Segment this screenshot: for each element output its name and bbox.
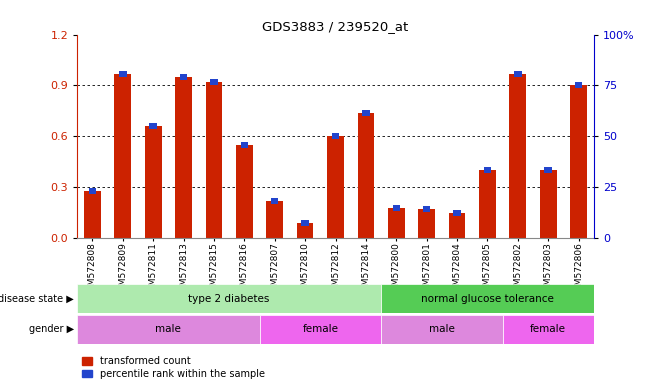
Bar [575, 83, 582, 88]
Bar [77, 284, 381, 313]
Bar [180, 74, 187, 80]
Bar [175, 77, 192, 238]
Bar [266, 201, 283, 238]
Bar [514, 71, 521, 76]
Bar [297, 223, 313, 238]
Bar [358, 113, 374, 238]
Bar [362, 109, 370, 116]
Title: GDS3883 / 239520_at: GDS3883 / 239520_at [262, 20, 409, 33]
Text: type 2 diabetes: type 2 diabetes [189, 293, 270, 304]
Bar [503, 315, 594, 344]
Bar [381, 284, 594, 313]
Bar [479, 170, 496, 238]
Bar [418, 209, 435, 238]
Bar [236, 145, 253, 238]
Bar [89, 188, 96, 194]
Bar [119, 71, 127, 76]
Bar [150, 123, 157, 129]
Bar [454, 210, 461, 215]
Text: male: male [156, 324, 181, 334]
Bar [388, 207, 405, 238]
Bar [84, 190, 101, 238]
Text: normal glucose tolerance: normal glucose tolerance [421, 293, 554, 304]
Bar [260, 315, 381, 344]
Bar [484, 167, 491, 173]
Bar [423, 206, 430, 212]
Text: gender ▶: gender ▶ [29, 324, 74, 334]
Bar [77, 315, 260, 344]
Bar [449, 213, 466, 238]
Text: disease state ▶: disease state ▶ [0, 293, 74, 304]
Bar [331, 133, 340, 139]
Bar [540, 170, 557, 238]
Text: female: female [303, 324, 338, 334]
Bar [327, 136, 344, 238]
Bar [393, 205, 400, 210]
Bar [544, 167, 552, 173]
Text: male: male [429, 324, 455, 334]
Bar [570, 86, 587, 238]
Bar [114, 74, 131, 238]
Legend: transformed count, percentile rank within the sample: transformed count, percentile rank withi… [82, 356, 264, 379]
Bar [210, 79, 217, 85]
Bar [145, 126, 162, 238]
Bar [301, 220, 309, 226]
Bar [509, 74, 526, 238]
Text: female: female [530, 324, 566, 334]
Bar [381, 315, 503, 344]
Bar [205, 82, 222, 238]
Bar [241, 142, 248, 148]
Bar [271, 198, 278, 204]
